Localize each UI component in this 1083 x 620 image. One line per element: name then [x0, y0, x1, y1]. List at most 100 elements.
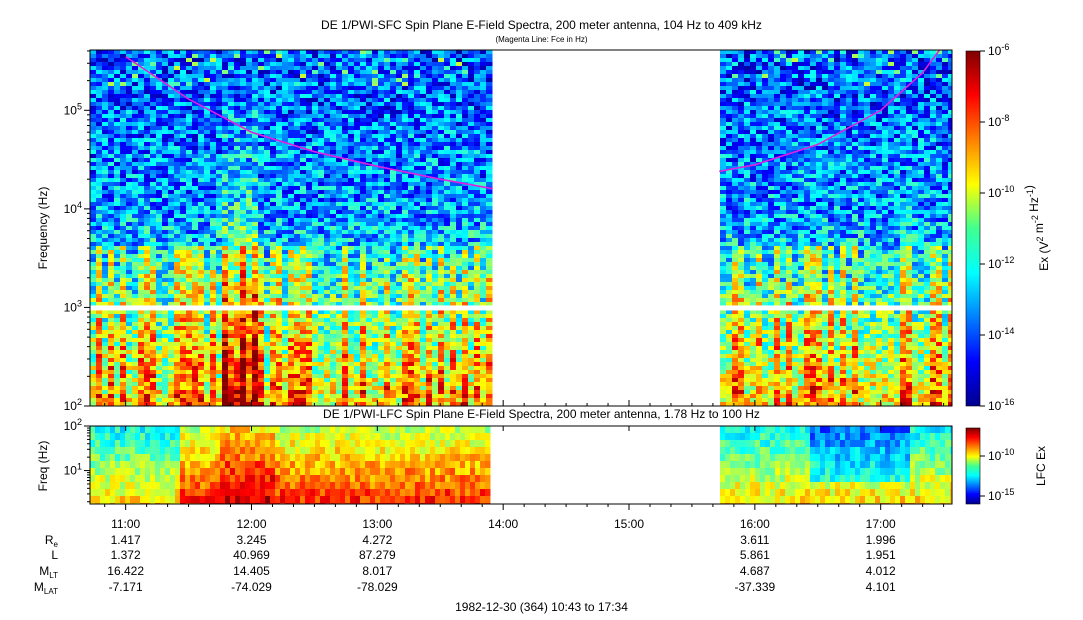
sfc-cell [126, 294, 133, 299]
sfc-cell [102, 82, 109, 87]
sfc-cell [204, 402, 211, 406]
sfc-cell [90, 258, 97, 263]
sfc-cell [138, 370, 145, 375]
sfc-cell [336, 86, 343, 91]
sfc-cell [270, 122, 277, 127]
sfc-cell [252, 318, 259, 323]
sfc-cell [168, 250, 175, 255]
sfc-cell [396, 374, 403, 379]
sfc-cell [318, 322, 325, 327]
sfc-cell [390, 154, 397, 159]
sfc-cell [276, 94, 283, 99]
sfc-cell [120, 230, 127, 235]
sfc-cell [348, 262, 355, 267]
sfc-cell [90, 238, 97, 243]
sfc-cell [168, 62, 175, 67]
sfc-cell [276, 242, 283, 247]
sfc-cell [342, 358, 349, 363]
sfc-cell [162, 390, 169, 395]
sfc-cell [306, 74, 313, 79]
sfc-cell [240, 214, 247, 219]
sfc-cell [198, 66, 205, 71]
sfc-cell [180, 398, 187, 403]
sfc-cell [312, 234, 319, 239]
sfc-cell [396, 78, 403, 83]
sfc-cell [102, 94, 109, 99]
sfc-cell [360, 130, 367, 135]
sfc-cell [378, 114, 385, 119]
sfc-cell [300, 310, 307, 315]
sfc-cell [216, 98, 223, 103]
sfc-cell [222, 262, 229, 267]
sfc-cell [366, 78, 373, 83]
sfc-cell [228, 242, 235, 247]
sfc-cell [138, 362, 145, 367]
sfc-cell [96, 290, 103, 295]
sfc-cell [246, 114, 253, 119]
sfc-cell [138, 318, 145, 323]
sfc-cell [396, 210, 403, 215]
sfc-cell [204, 246, 211, 251]
sfc-cell [354, 322, 361, 327]
sfc-cell [306, 362, 313, 367]
sfc-cell [372, 198, 379, 203]
sfc-cell [168, 282, 175, 287]
sfc-cell [258, 134, 265, 139]
sfc-cell [96, 210, 103, 215]
sfc-cell [294, 238, 301, 243]
sfc-cell [132, 54, 139, 59]
sfc-cell [240, 290, 247, 295]
sfc-cell [420, 290, 427, 295]
sfc-cell [360, 174, 367, 179]
sfc-cell [204, 238, 211, 243]
sfc-cell [306, 114, 313, 119]
sfc-cell [144, 118, 151, 123]
sfc-cell [210, 266, 217, 271]
sfc-cell [348, 302, 355, 307]
sfc-cell [120, 246, 127, 251]
sfc-cell [96, 218, 103, 223]
sfc-cell [396, 286, 403, 291]
sfc-cell [168, 158, 175, 163]
sfc-cell [240, 154, 247, 159]
sfc-cell [162, 50, 169, 55]
sfc-cell [366, 130, 373, 135]
sfc-cell [156, 102, 163, 107]
sfc-cell [348, 222, 355, 227]
sfc-cell [204, 398, 211, 403]
sfc-cell [132, 166, 139, 171]
sfc-cell [396, 178, 403, 183]
sfc-cell [168, 214, 175, 219]
sfc-cell [234, 106, 241, 111]
sfc-cell [354, 142, 361, 147]
sfc-cell [114, 354, 121, 359]
sfc-cell [228, 266, 235, 271]
sfc-cell [324, 218, 331, 223]
sfc-cell [126, 102, 133, 107]
sfc-cell [324, 314, 331, 319]
sfc-cell [204, 374, 211, 379]
sfc-cell [372, 382, 379, 387]
sfc-cell [252, 154, 259, 159]
sfc-cell [426, 70, 433, 75]
sfc-cell [234, 338, 241, 343]
sfc-cell [114, 106, 121, 111]
sfc-cell [150, 70, 157, 75]
sfc-cell [198, 334, 205, 339]
sfc-cell [132, 214, 139, 219]
sfc-cell [102, 342, 109, 347]
sfc-cell [174, 354, 181, 359]
sfc-cell [234, 150, 241, 155]
sfc-cell [354, 254, 361, 259]
sfc-cell [258, 174, 265, 179]
sfc-cell [306, 322, 313, 327]
sfc-cell [114, 62, 121, 67]
sfc-cell [162, 198, 169, 203]
sfc-cell [132, 142, 139, 147]
sfc-cell [162, 310, 169, 315]
sfc-cell [414, 78, 421, 83]
sfc-cell [282, 282, 289, 287]
sfc-cell [408, 394, 415, 399]
sfc-cell [324, 102, 331, 107]
sfc-cell [210, 358, 217, 363]
